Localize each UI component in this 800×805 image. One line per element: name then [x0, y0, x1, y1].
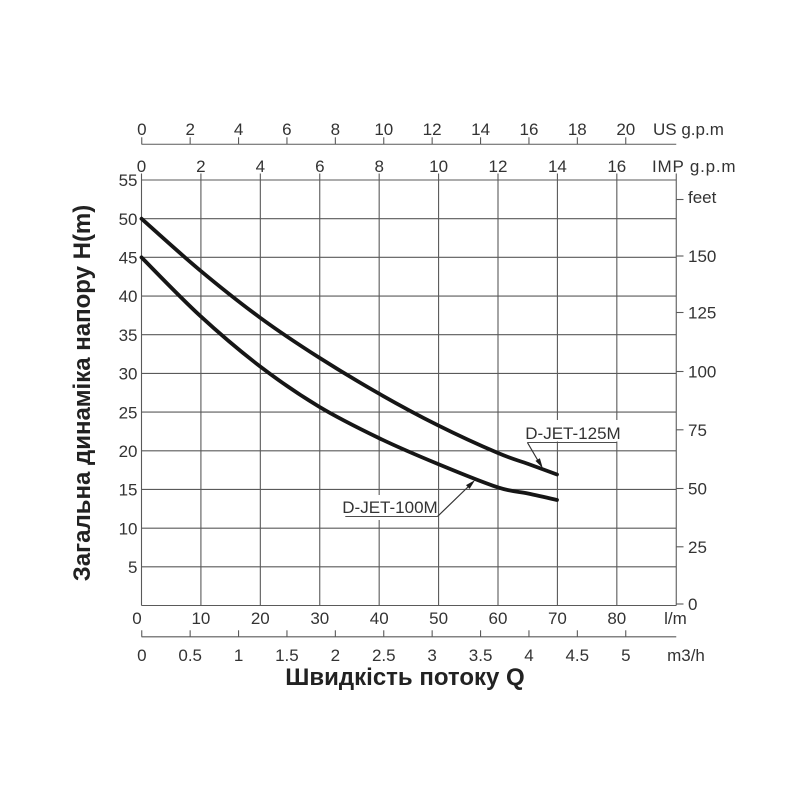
- svg-text:Загальна динаміка напору H(m): Загальна динаміка напору H(m): [69, 205, 96, 582]
- svg-text:3: 3: [427, 646, 436, 665]
- svg-text:8: 8: [331, 120, 340, 139]
- svg-text:m3/h: m3/h: [667, 646, 705, 665]
- svg-text:0: 0: [137, 646, 146, 665]
- svg-text:70: 70: [548, 609, 567, 628]
- svg-text:40: 40: [119, 287, 138, 306]
- svg-text:16: 16: [520, 120, 539, 139]
- svg-text:18: 18: [568, 120, 587, 139]
- svg-text:20: 20: [251, 609, 270, 628]
- svg-text:10: 10: [191, 609, 210, 628]
- svg-text:14: 14: [548, 157, 567, 176]
- svg-text:feet: feet: [688, 188, 717, 207]
- svg-text:55: 55: [119, 171, 138, 190]
- svg-text:4: 4: [234, 120, 243, 139]
- svg-text:2.5: 2.5: [372, 646, 396, 665]
- svg-text:12: 12: [423, 120, 442, 139]
- svg-text:30: 30: [310, 609, 329, 628]
- svg-text:1.5: 1.5: [275, 646, 299, 665]
- svg-text:30: 30: [119, 365, 138, 384]
- svg-text:50: 50: [429, 609, 448, 628]
- svg-text:0: 0: [132, 609, 141, 628]
- svg-text:2: 2: [196, 157, 205, 176]
- svg-text:D-JET-125M: D-JET-125M: [525, 424, 620, 443]
- svg-text:0: 0: [137, 120, 146, 139]
- svg-text:0: 0: [688, 595, 697, 614]
- svg-text:US g.p.m: US g.p.m: [653, 120, 724, 139]
- svg-text:45: 45: [119, 249, 138, 268]
- svg-text:25: 25: [688, 538, 707, 557]
- svg-text:50: 50: [688, 480, 707, 499]
- svg-text:14: 14: [471, 120, 490, 139]
- svg-text:80: 80: [607, 609, 626, 628]
- svg-text:10: 10: [119, 519, 138, 538]
- svg-text:150: 150: [688, 247, 716, 266]
- svg-text:5: 5: [621, 646, 630, 665]
- svg-text:50: 50: [119, 210, 138, 229]
- svg-text:4: 4: [524, 646, 533, 665]
- svg-text:20: 20: [616, 120, 635, 139]
- svg-text:6: 6: [282, 120, 291, 139]
- svg-text:3.5: 3.5: [469, 646, 493, 665]
- svg-text:4.5: 4.5: [565, 646, 589, 665]
- svg-text:75: 75: [688, 421, 707, 440]
- svg-text:2: 2: [331, 646, 340, 665]
- svg-text:4: 4: [256, 157, 265, 176]
- svg-text:40: 40: [370, 609, 389, 628]
- svg-text:10: 10: [374, 120, 393, 139]
- svg-text:D-JET-100M: D-JET-100M: [342, 498, 437, 517]
- svg-text:IMP g.p.m: IMP g.p.m: [652, 157, 736, 176]
- svg-text:0.5: 0.5: [178, 646, 202, 665]
- svg-text:35: 35: [119, 326, 138, 345]
- svg-text:125: 125: [688, 304, 716, 323]
- svg-text:5: 5: [128, 558, 137, 577]
- svg-text:l/m: l/m: [664, 609, 687, 628]
- svg-text:Швидкість потоку Q: Швидкість потоку Q: [285, 664, 524, 691]
- svg-text:12: 12: [489, 157, 508, 176]
- svg-text:16: 16: [607, 157, 626, 176]
- svg-text:15: 15: [119, 481, 138, 500]
- svg-text:0: 0: [137, 157, 146, 176]
- svg-text:10: 10: [429, 157, 448, 176]
- svg-text:2: 2: [185, 120, 194, 139]
- svg-text:25: 25: [119, 403, 138, 422]
- svg-text:60: 60: [489, 609, 508, 628]
- svg-text:20: 20: [119, 442, 138, 461]
- svg-text:1: 1: [234, 646, 243, 665]
- svg-text:8: 8: [374, 157, 383, 176]
- svg-text:6: 6: [315, 157, 324, 176]
- svg-text:100: 100: [688, 363, 716, 382]
